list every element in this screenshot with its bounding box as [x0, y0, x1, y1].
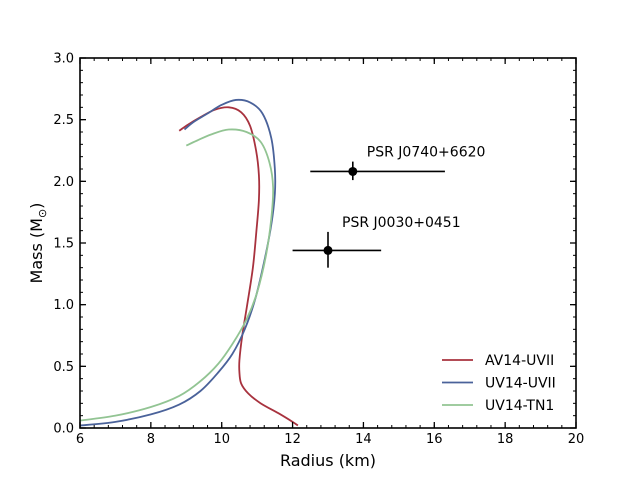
x-tick-label: 6 — [76, 432, 84, 447]
y-axis-label-sun-symbol: ⊙ — [36, 209, 49, 218]
data-point-psr-j0030-0451: PSR J0030+0451 — [292, 215, 461, 268]
legend-label: UV14-TN1 — [485, 398, 554, 414]
legend-item-av14-uvii: AV14-UVII — [442, 353, 554, 369]
series-line-uv14-uvii — [79, 98, 277, 427]
data-marker — [323, 245, 333, 255]
y-axis-label-main: Mass (M — [27, 218, 46, 283]
legend: AV14-UVII UV14-UVII UV14-TN1 — [442, 353, 556, 414]
y-tick-label: 2.5 — [53, 113, 74, 128]
data-point-psr-j0740-6620: PSR J0740+6620 — [310, 145, 485, 181]
x-tick-label: 8 — [147, 432, 155, 447]
y-tick-label: 2.0 — [53, 175, 74, 190]
y-tick-label: 3.0 — [53, 52, 74, 67]
data-point-label: PSR J0030+0451 — [342, 215, 461, 231]
x-tick-label: 16 — [426, 432, 443, 447]
y-tick-label: 1.0 — [53, 298, 74, 313]
plot-marks: PSR J0740+6620 PSR J0030+0451 — [79, 98, 485, 427]
x-tick-label: 18 — [497, 432, 514, 447]
y-tick-label: 0.5 — [53, 360, 74, 375]
x-tick-label: 20 — [568, 432, 585, 447]
y-axis-label: Mass (M⊙) — [27, 203, 49, 284]
legend-item-uv14-uvii: UV14-UVII — [442, 376, 556, 392]
series-line-av14-uvii — [178, 106, 299, 427]
series-line-uv14-tn1 — [79, 128, 275, 422]
data-marker — [348, 166, 358, 176]
y-axis-label-close: ) — [27, 203, 46, 209]
x-axis-label: Radius (km) — [280, 451, 376, 470]
x-tick-label: 10 — [213, 432, 230, 447]
data-point-label: PSR J0740+6620 — [367, 145, 486, 161]
legend-label: UV14-UVII — [485, 376, 556, 392]
axis-ticks: 6 8 10 12 14 16 18 20 0.0 0.5 1.0 1.5 2.0 2.5 3.0 — [53, 52, 584, 448]
x-tick-label: 12 — [284, 432, 301, 447]
legend-label: AV14-UVII — [485, 353, 554, 369]
plot-frame — [79, 57, 577, 429]
legend-item-uv14-tn1: UV14-TN1 — [442, 398, 554, 414]
y-tick-label: 0.0 — [53, 422, 74, 437]
y-tick-label: 1.5 — [53, 237, 74, 252]
x-tick-label: 14 — [355, 432, 372, 447]
